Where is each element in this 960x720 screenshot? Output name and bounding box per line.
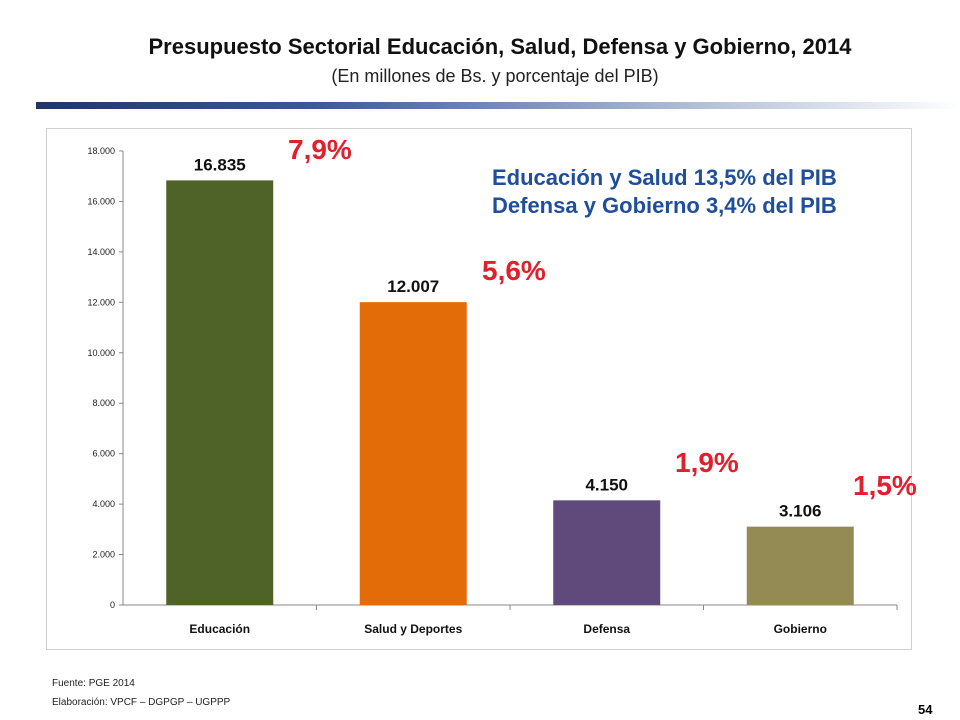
chart-area: 0 2.000 4.000 6.000 8.000 10.000 12.000 14.000 1… bbox=[46, 128, 912, 650]
y-tick-label: 8.000 bbox=[92, 398, 115, 408]
bar-chart: 0 2.000 4.000 6.000 8.000 10.000 12.000 14.000 1… bbox=[87, 146, 898, 636]
bar-value-label: 12.007 bbox=[387, 277, 439, 296]
y-tick-label: 6.000 bbox=[92, 449, 115, 459]
y-tick-label: 16.000 bbox=[87, 196, 115, 206]
bar bbox=[553, 500, 661, 605]
bar-value-label: 4.150 bbox=[585, 475, 628, 494]
y-tick-label: 18.000 bbox=[87, 146, 115, 156]
y-tick-label: 0 bbox=[110, 600, 115, 610]
bar-value-label: 16.835 bbox=[194, 155, 246, 174]
pct-label-educacion: 7,9% bbox=[288, 134, 352, 165]
y-tick-label: 4.000 bbox=[92, 499, 115, 509]
y-tick-label: 10.000 bbox=[87, 348, 115, 358]
pib-summary: Educación y Salud 13,5% del PIB Defensa … bbox=[492, 164, 837, 220]
pct-label-gobierno: 1,5% bbox=[853, 470, 917, 501]
x-tick-label: Educación bbox=[189, 622, 250, 636]
y-tick-label: 14.000 bbox=[87, 247, 115, 257]
bar bbox=[166, 180, 274, 605]
page-number: 54 bbox=[918, 702, 933, 717]
title-divider bbox=[36, 102, 960, 109]
pct-label-defensa: 1,9% bbox=[675, 447, 739, 478]
source-note: Fuente: PGE 2014 bbox=[52, 678, 135, 689]
prepared-by-note: Elaboración: VPCF – DGPGP – UGPPP bbox=[52, 697, 231, 708]
y-tick-label: 2.000 bbox=[92, 550, 115, 560]
pib-summary-line-1: Educación y Salud 13,5% del PIB bbox=[492, 165, 837, 190]
bar bbox=[746, 526, 854, 605]
x-tick-label: Salud y Deportes bbox=[364, 622, 462, 636]
page-title: Presupuesto Sectorial Educación, Salud, … bbox=[148, 34, 852, 59]
y-tick-label: 12.000 bbox=[87, 297, 115, 307]
page-subtitle: (En millones de Bs. y porcentaje del PIB… bbox=[331, 66, 659, 86]
x-tick-label: Defensa bbox=[583, 622, 630, 636]
pib-summary-line-2: Defensa y Gobierno 3,4% del PIB bbox=[492, 193, 837, 218]
bar bbox=[359, 302, 467, 605]
bar-value-label: 3.106 bbox=[779, 502, 822, 521]
x-tick-label: Gobierno bbox=[774, 622, 827, 636]
pct-label-salud: 5,6% bbox=[482, 255, 546, 286]
